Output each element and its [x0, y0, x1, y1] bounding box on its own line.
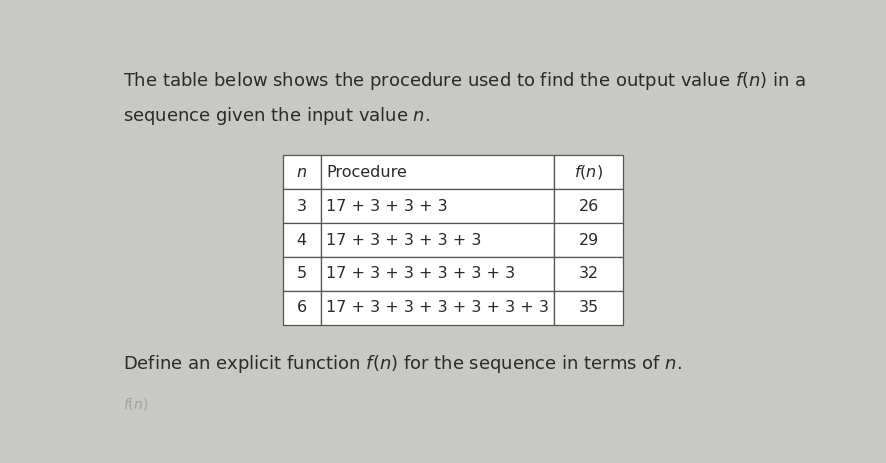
FancyBboxPatch shape [320, 257, 554, 291]
FancyBboxPatch shape [320, 156, 554, 189]
Text: 17 + 3 + 3 + 3 + 3: 17 + 3 + 3 + 3 + 3 [326, 232, 481, 248]
Text: 32: 32 [578, 266, 598, 282]
FancyBboxPatch shape [554, 189, 622, 223]
FancyBboxPatch shape [283, 223, 320, 257]
FancyBboxPatch shape [554, 291, 622, 325]
FancyBboxPatch shape [320, 223, 554, 257]
FancyBboxPatch shape [283, 291, 320, 325]
FancyBboxPatch shape [320, 189, 554, 223]
Text: 17 + 3 + 3 + 3 + 3 + 3 + 3: 17 + 3 + 3 + 3 + 3 + 3 + 3 [326, 300, 548, 315]
Text: 17 + 3 + 3 + 3: 17 + 3 + 3 + 3 [326, 199, 447, 214]
Text: Define an explicit function $f(n)$ for the sequence in terms of $n$.: Define an explicit function $f(n)$ for t… [123, 353, 681, 375]
Text: 5: 5 [296, 266, 307, 282]
Text: $f(n)$: $f(n)$ [573, 163, 602, 181]
FancyBboxPatch shape [283, 257, 320, 291]
Text: 35: 35 [578, 300, 598, 315]
Text: 17 + 3 + 3 + 3 + 3 + 3: 17 + 3 + 3 + 3 + 3 + 3 [326, 266, 515, 282]
Text: Procedure: Procedure [326, 165, 407, 180]
Text: The table below shows the procedure used to find the output value $f(n)$ in a: The table below shows the procedure used… [123, 70, 805, 92]
FancyBboxPatch shape [554, 257, 622, 291]
Text: 26: 26 [578, 199, 598, 214]
FancyBboxPatch shape [320, 291, 554, 325]
Text: $n$: $n$ [296, 165, 307, 180]
Text: 6: 6 [296, 300, 307, 315]
Text: 4: 4 [296, 232, 307, 248]
FancyBboxPatch shape [283, 189, 320, 223]
Text: sequence given the input value $n$.: sequence given the input value $n$. [123, 106, 430, 127]
Text: 29: 29 [578, 232, 598, 248]
Text: $f(n)$: $f(n)$ [123, 396, 148, 412]
FancyBboxPatch shape [554, 223, 622, 257]
FancyBboxPatch shape [283, 156, 320, 189]
FancyBboxPatch shape [554, 156, 622, 189]
Text: 3: 3 [296, 199, 307, 214]
